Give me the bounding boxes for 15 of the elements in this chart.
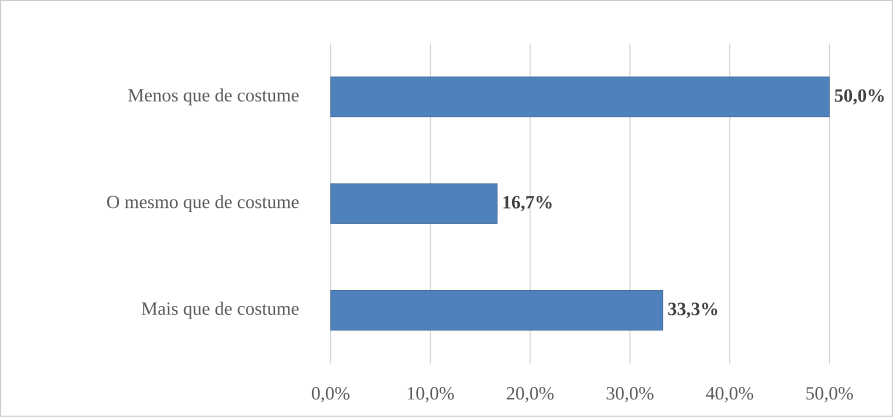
data-label: 50,0% [834,89,884,105]
x-tick-label: 20,0% [506,387,554,402]
y-tick-label: Mais que de costume [142,302,299,319]
y-tick-label: O mesmo que de costume [107,195,299,212]
data-label: 16,7% [503,196,552,212]
x-tick-label: 10,0% [408,387,454,402]
x-tick-label: 30,0% [606,387,654,402]
data-label: 33,3% [668,302,718,318]
bar [330,290,664,331]
x-tick-label: 50,0% [806,387,853,402]
bar [330,183,498,224]
x-tick-label: 40,0% [706,387,754,402]
x-tick-label: 0,0% [312,387,350,402]
bar [330,76,830,118]
y-tick-label: Menos que de costume [128,88,299,106]
